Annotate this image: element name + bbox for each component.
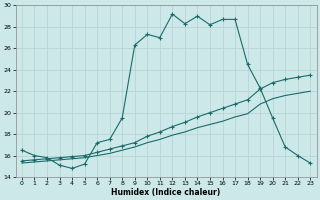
X-axis label: Humidex (Indice chaleur): Humidex (Indice chaleur) [111, 188, 221, 197]
